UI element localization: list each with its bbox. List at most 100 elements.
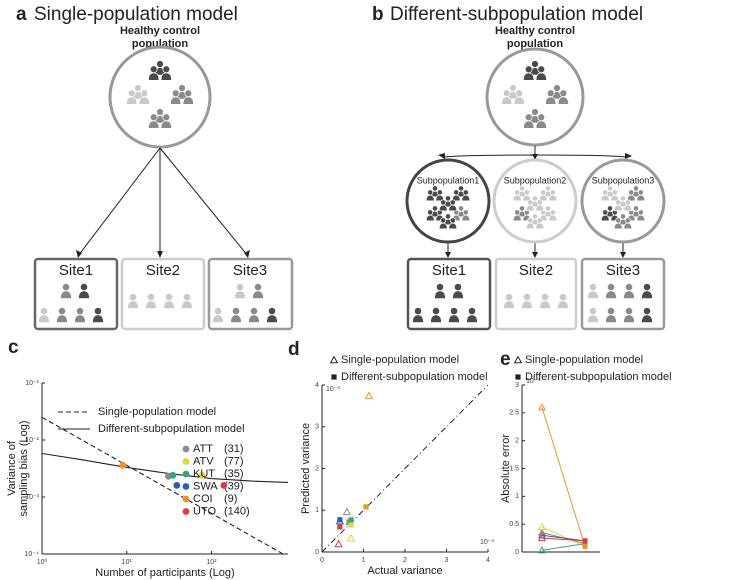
person-body xyxy=(587,314,599,323)
person-icon xyxy=(545,89,557,105)
legend-marker xyxy=(513,355,523,364)
person-body xyxy=(535,120,547,129)
point xyxy=(537,533,547,542)
person-head xyxy=(628,189,635,196)
y-axis-label: sampling bias (Log) xyxy=(18,421,30,517)
person-body xyxy=(126,96,138,105)
person-head xyxy=(602,209,609,216)
person-head xyxy=(450,307,458,316)
person-body xyxy=(230,314,242,323)
site-label: Site1 xyxy=(59,262,93,279)
point xyxy=(582,538,588,544)
model-line xyxy=(42,452,288,483)
point xyxy=(537,531,547,539)
person-head xyxy=(445,195,451,202)
y-axis-label: Variance of xyxy=(6,440,18,496)
person-head xyxy=(236,283,244,292)
person-head xyxy=(545,205,551,212)
person-head xyxy=(454,283,462,292)
site-box xyxy=(494,257,578,331)
person-head xyxy=(414,307,422,316)
person-icon xyxy=(623,307,635,323)
person-head xyxy=(432,185,438,192)
person-body xyxy=(448,222,458,230)
chart: d 0 1 2 3 4 0 1 2 3 4 Actual variance Predicted vari… xyxy=(288,339,494,577)
person-head xyxy=(436,283,444,292)
point xyxy=(334,539,343,548)
person-head xyxy=(94,307,102,316)
person-head xyxy=(462,209,469,216)
person-head xyxy=(559,293,567,302)
person-head xyxy=(519,185,525,192)
person-head xyxy=(250,307,258,316)
x-tick-label: 4 xyxy=(486,557,490,564)
person-head xyxy=(523,189,530,196)
person-body xyxy=(545,96,557,105)
person-head xyxy=(532,213,538,220)
person-head xyxy=(58,307,66,316)
person-icon xyxy=(160,65,172,81)
person-head xyxy=(127,89,136,98)
person-icon xyxy=(610,189,620,202)
person-body xyxy=(234,290,246,299)
person-icon xyxy=(148,65,160,81)
person-body xyxy=(466,314,478,323)
scale-label: 10⁻³ xyxy=(326,386,340,393)
person-body xyxy=(548,214,558,222)
person-body xyxy=(92,314,104,323)
person-icon xyxy=(448,199,458,212)
person-head xyxy=(505,293,513,302)
y-tick-label: 4 xyxy=(315,382,319,389)
person-body xyxy=(182,96,194,105)
person-head xyxy=(615,217,622,224)
subpopulation-label: Subpopulation1 xyxy=(417,175,480,185)
person-icon xyxy=(521,293,533,309)
person-head xyxy=(184,89,193,98)
reference-line xyxy=(322,385,488,552)
person-head xyxy=(254,283,262,292)
person-body xyxy=(605,290,617,299)
site-label: Site3 xyxy=(233,262,267,279)
person-body xyxy=(535,204,545,212)
panel-letter: c xyxy=(8,337,19,358)
y-tick-label: 1 xyxy=(315,507,319,514)
person-head xyxy=(162,65,171,74)
person-icon xyxy=(452,283,464,299)
person-body xyxy=(503,300,515,309)
person-body xyxy=(623,314,635,323)
person-body xyxy=(212,314,224,323)
person-head xyxy=(453,189,460,196)
population-label: population xyxy=(132,38,188,50)
person-icon xyxy=(523,65,535,81)
person-icon xyxy=(600,189,610,202)
person-icon xyxy=(587,307,599,323)
person-icon xyxy=(230,307,242,323)
y-tick-label: 0 xyxy=(515,549,519,556)
person-icon xyxy=(623,283,635,299)
person-body xyxy=(641,290,653,299)
person-head xyxy=(589,283,597,292)
person-head xyxy=(602,189,609,196)
point xyxy=(169,471,177,479)
legend-label: UTO xyxy=(193,505,216,517)
error-line xyxy=(541,543,586,551)
site-label: Site2 xyxy=(519,262,553,279)
person-body xyxy=(127,300,139,309)
person-icon xyxy=(641,283,653,299)
person-icon xyxy=(636,189,646,202)
person-head xyxy=(80,283,88,292)
person-icon xyxy=(425,209,435,222)
person-icon xyxy=(557,293,569,309)
person-body xyxy=(163,300,175,309)
person-body xyxy=(430,314,442,323)
point xyxy=(173,481,181,489)
model-line xyxy=(42,416,284,554)
person-head xyxy=(553,84,561,92)
person-head xyxy=(178,84,186,92)
person-head xyxy=(536,217,543,224)
person-body xyxy=(461,214,471,222)
person-head xyxy=(149,113,158,122)
person-head xyxy=(427,209,434,216)
